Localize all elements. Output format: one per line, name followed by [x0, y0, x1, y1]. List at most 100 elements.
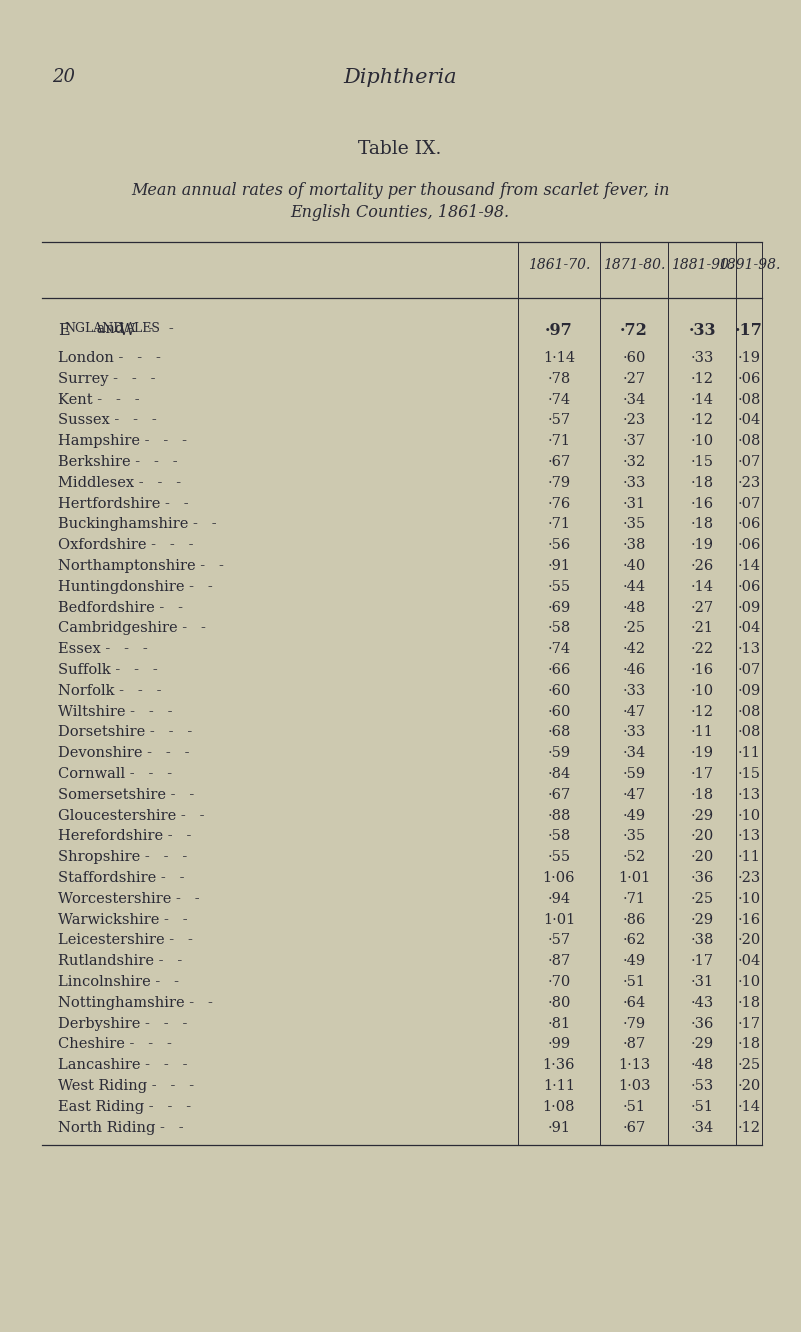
Text: ·38: ·38	[690, 934, 714, 947]
Text: Lancashire -   -   -: Lancashire - - -	[58, 1058, 187, 1072]
Text: 1·14: 1·14	[543, 352, 575, 365]
Text: ·14: ·14	[690, 579, 714, 594]
Text: ·38: ·38	[622, 538, 646, 553]
Text: 1·01: 1·01	[543, 912, 575, 927]
Text: ·27: ·27	[690, 601, 714, 614]
Text: ·36: ·36	[690, 1016, 714, 1031]
Text: ·16: ·16	[738, 912, 761, 927]
Text: ·29: ·29	[690, 1038, 714, 1051]
Text: 20: 20	[52, 68, 75, 87]
Text: Huntingdonshire -   -: Huntingdonshire - -	[58, 579, 213, 594]
Text: NGLAND: NGLAND	[64, 322, 123, 336]
Text: ·52: ·52	[622, 850, 646, 864]
Text: ·49: ·49	[622, 954, 646, 968]
Text: ·25: ·25	[738, 1058, 761, 1072]
Text: ·25: ·25	[622, 622, 646, 635]
Text: Cornwall -   -   -: Cornwall - - -	[58, 767, 172, 781]
Text: ·43: ·43	[690, 996, 714, 1010]
Text: ·18: ·18	[738, 996, 761, 1010]
Text: ·23: ·23	[622, 413, 646, 428]
Text: ·07: ·07	[738, 456, 761, 469]
Text: Norfolk -   -   -: Norfolk - - -	[58, 683, 162, 698]
Text: ·55: ·55	[547, 850, 570, 864]
Text: Leicestershire -   -: Leicestershire - -	[58, 934, 193, 947]
Text: ·18: ·18	[690, 476, 714, 490]
Text: Rutlandshire -   -: Rutlandshire - -	[58, 954, 183, 968]
Text: Wiltshire -   -   -: Wiltshire - - -	[58, 705, 172, 718]
Text: ·51: ·51	[622, 975, 646, 988]
Text: ·18: ·18	[738, 1038, 761, 1051]
Text: ·76: ·76	[547, 497, 570, 510]
Text: ·12: ·12	[738, 1120, 760, 1135]
Text: ·11: ·11	[690, 726, 714, 739]
Text: ·79: ·79	[622, 1016, 646, 1031]
Text: ·99: ·99	[547, 1038, 570, 1051]
Text: Hampshire -   -   -: Hampshire - - -	[58, 434, 187, 448]
Text: ·74: ·74	[547, 393, 570, 406]
Text: ·35: ·35	[622, 830, 646, 843]
Text: Herefordshire -   -: Herefordshire - -	[58, 830, 191, 843]
Text: ·60: ·60	[547, 683, 570, 698]
Text: ·19: ·19	[738, 352, 760, 365]
Text: ·51: ·51	[622, 1100, 646, 1114]
Text: ·33: ·33	[690, 352, 714, 365]
Text: ·91: ·91	[548, 1120, 570, 1135]
Text: ·87: ·87	[547, 954, 570, 968]
Text: ·14: ·14	[738, 559, 760, 573]
Text: 1·36: 1·36	[543, 1058, 575, 1072]
Text: ·11: ·11	[738, 746, 760, 761]
Text: Sussex -   -   -: Sussex - - -	[58, 413, 157, 428]
Text: Staffordshire -   -: Staffordshire - -	[58, 871, 184, 884]
Text: ·29: ·29	[690, 912, 714, 927]
Text: Hertfordshire -   -: Hertfordshire - -	[58, 497, 188, 510]
Text: North Riding -   -: North Riding - -	[58, 1120, 183, 1135]
Text: ·19: ·19	[690, 746, 714, 761]
Text: ·12: ·12	[690, 372, 714, 386]
Text: ·44: ·44	[622, 579, 646, 594]
Text: ·23: ·23	[738, 871, 761, 884]
Text: ·15: ·15	[690, 456, 714, 469]
Text: ·18: ·18	[690, 517, 714, 531]
Text: Buckinghamshire -   -: Buckinghamshire - -	[58, 517, 216, 531]
Text: ·20: ·20	[690, 830, 714, 843]
Text: ·67: ·67	[547, 456, 570, 469]
Text: ·33: ·33	[622, 726, 646, 739]
Text: W: W	[119, 322, 136, 340]
Text: ·48: ·48	[622, 601, 646, 614]
Text: ·97: ·97	[545, 322, 573, 340]
Text: Nottinghamshire -   -: Nottinghamshire - -	[58, 996, 213, 1010]
Text: ·56: ·56	[547, 538, 570, 553]
Text: 1·01: 1·01	[618, 871, 650, 884]
Text: ·18: ·18	[690, 787, 714, 802]
Text: ·10: ·10	[738, 892, 761, 906]
Text: Cambridgeshire -   -: Cambridgeshire - -	[58, 622, 206, 635]
Text: ·94: ·94	[547, 892, 570, 906]
Text: ·60: ·60	[622, 352, 646, 365]
Text: Gloucestershire -   -: Gloucestershire - -	[58, 809, 204, 823]
Text: ·17: ·17	[738, 1016, 760, 1031]
Text: ·71: ·71	[548, 434, 570, 448]
Text: Diphtheria: Diphtheria	[343, 68, 457, 87]
Text: Devonshire -   -   -: Devonshire - - -	[58, 746, 190, 761]
Text: ·34: ·34	[690, 1120, 714, 1135]
Text: West Riding -   -   -: West Riding - - -	[58, 1079, 194, 1094]
Text: ·64: ·64	[622, 996, 646, 1010]
Text: Middlesex -   -   -: Middlesex - - -	[58, 476, 181, 490]
Text: ·84: ·84	[547, 767, 570, 781]
Text: Oxfordshire -   -   -: Oxfordshire - - -	[58, 538, 194, 553]
Text: ·07: ·07	[738, 497, 761, 510]
Text: ·88: ·88	[547, 809, 570, 823]
Text: Worcestershire -   -: Worcestershire - -	[58, 892, 199, 906]
Text: ·09: ·09	[738, 683, 761, 698]
Text: ·60: ·60	[547, 705, 570, 718]
Text: -: -	[155, 322, 174, 336]
Text: ·33: ·33	[622, 476, 646, 490]
Text: ·34: ·34	[622, 393, 646, 406]
Text: ·46: ·46	[622, 663, 646, 677]
Text: Essex -   -   -: Essex - - -	[58, 642, 147, 657]
Text: ·17: ·17	[690, 954, 714, 968]
Text: Warwickshire -   -: Warwickshire - -	[58, 912, 187, 927]
Text: ·21: ·21	[690, 622, 714, 635]
Text: ·11: ·11	[738, 850, 760, 864]
Text: Derbyshire -   -   -: Derbyshire - - -	[58, 1016, 187, 1031]
